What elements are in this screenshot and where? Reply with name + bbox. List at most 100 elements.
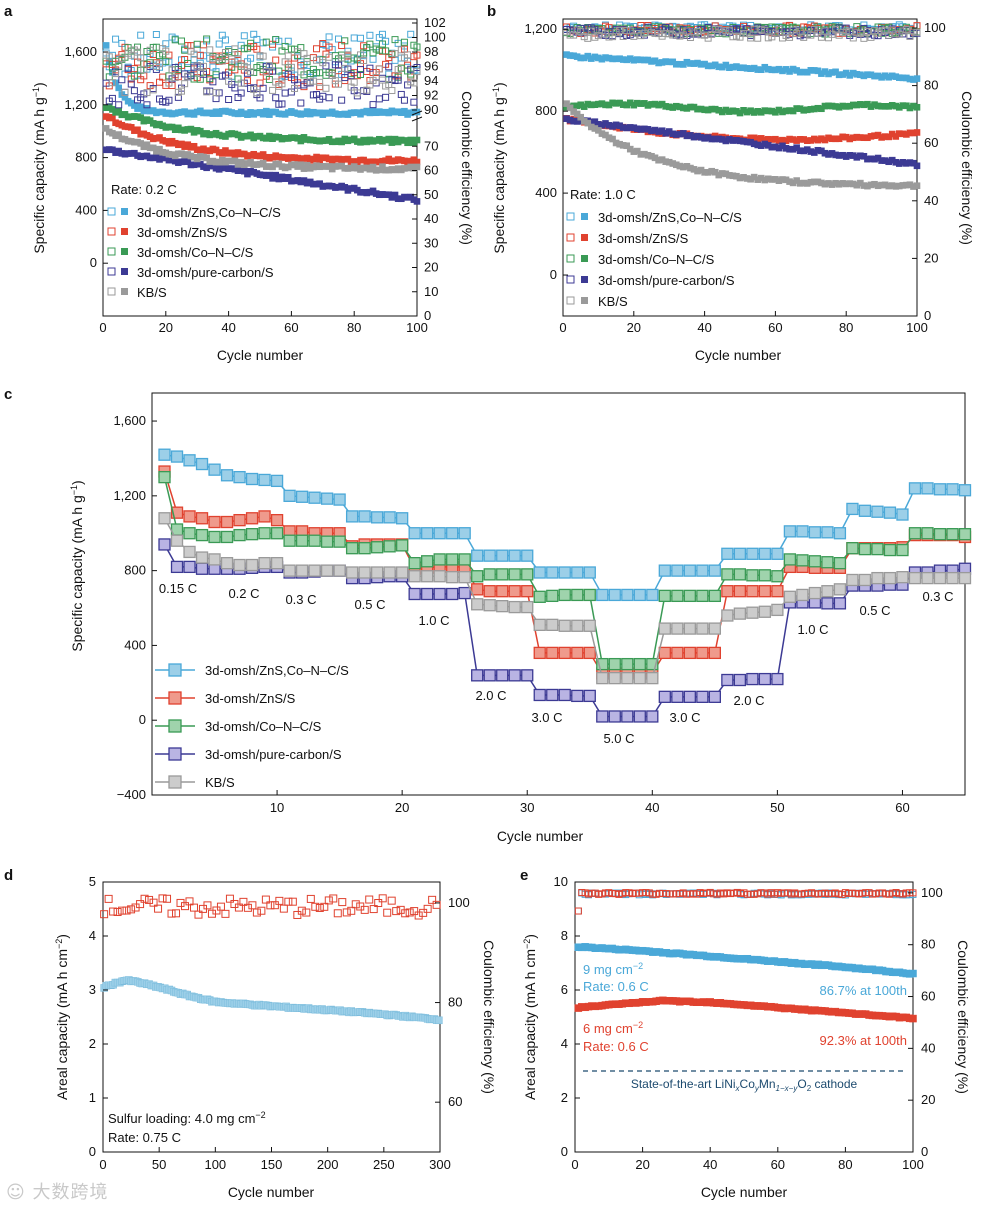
panel-e-marks [574,888,917,1072]
ce-point [240,32,248,40]
series-areal-capacity [100,976,443,1025]
rate-point [295,490,309,503]
ce-point [378,74,386,82]
ce-point [407,30,415,38]
rate-point [471,669,484,682]
rate-point [746,569,759,582]
ce-point [146,46,154,54]
ce-point [237,79,245,87]
ce-point [413,64,421,72]
panel-d-ylabel: Areal capacity (mA h cm−2) [54,934,70,1100]
y-tick-label: 800 [535,103,557,118]
ce-point [392,907,401,916]
rate-point [708,622,721,635]
ce-point [375,65,383,73]
rate-point [308,564,321,577]
rate-point [345,542,359,555]
rate-point [671,690,684,703]
panel-b-y2label: Coulombic efficiency (%) [959,91,975,245]
legend-marker [168,719,182,733]
ce-point [651,23,659,31]
rate-step-label: 2.0 C [733,693,764,708]
ce-point [768,33,776,41]
ce-point [257,906,266,915]
ce-point [189,903,198,912]
legend-label: KB/S [137,285,167,300]
rate-point [683,564,696,577]
rate-point [683,622,696,635]
rate-point [558,566,571,579]
rate-point [758,547,772,560]
ce-point [247,39,255,47]
rate-point [483,568,496,581]
ce-point [885,31,893,39]
rate-point [508,585,521,598]
ce-point [324,896,333,905]
ce-point [108,79,116,87]
capacity-point [913,75,921,82]
rate-point [496,585,509,598]
legend-label: 3d-omsh/ZnS,Co–N–C/S [137,205,281,220]
rate-point [220,515,234,529]
ce-point [115,101,123,109]
ce-point [605,33,613,41]
rate-point [633,657,646,671]
ce-point [325,94,333,102]
legend-filled-marker [581,234,588,241]
ce-point [137,31,145,39]
rate-point [833,527,847,540]
ce-point [679,31,687,39]
legend-marker [168,775,182,789]
ce-point [378,76,386,84]
legend-label: 3d-omsh/pure-carbon/S [137,265,274,280]
ce-point [388,87,396,95]
ce-point [821,27,829,35]
ce-point [270,901,279,910]
rate-point [746,585,759,598]
ce-point [322,84,330,92]
series-gray [102,45,421,174]
y2-tick-label: 100 [921,885,943,900]
x-tick-label: 100 [204,1157,226,1172]
x-tick-label: 40 [645,800,659,815]
ce-point [237,89,245,97]
ce-point [725,26,733,34]
legend-open-marker [107,287,116,296]
ce-point [817,29,825,37]
panel-a-xlabel: Cycle number [217,347,304,363]
ce-point [291,84,299,92]
ce-point [121,88,129,96]
ce-point [722,27,730,35]
panel-b-legend: 3d-omsh/ZnS,Co–N–C/S 3d-omsh/ZnS/S 3d-omsh… [566,210,742,309]
rate-point [421,587,434,601]
ce-point [356,65,364,73]
ce-point [206,46,214,54]
ce-point [410,907,419,916]
capacity-point [566,104,574,112]
ce-point [313,45,321,53]
x-tick-label: 100 [902,1157,924,1172]
ce-point [697,31,705,39]
ce-point [708,30,716,38]
ce-point [248,901,257,910]
x-tick-label: 20 [635,1157,649,1172]
ce-point [679,26,687,34]
series-gray [158,512,972,685]
rate-point [433,587,446,601]
ce-point [899,27,907,35]
y2-tick-label: 100 [424,30,446,45]
legend-filled-marker [581,213,588,220]
ce-point [287,63,295,71]
ce-point [605,28,613,36]
ce-point [185,897,194,906]
y2-tick-label: 100 [448,895,470,910]
rate-point [270,513,284,527]
x-tick-label: 20 [159,320,173,335]
y-tick-label: 1,200 [524,21,557,36]
ce-point [127,905,136,914]
rate-point [833,583,847,596]
rate-point [458,571,471,584]
panel-a-y2label: Coulombic efficiency (%) [459,91,475,245]
rate-point [195,512,209,525]
ce-point [697,26,705,34]
